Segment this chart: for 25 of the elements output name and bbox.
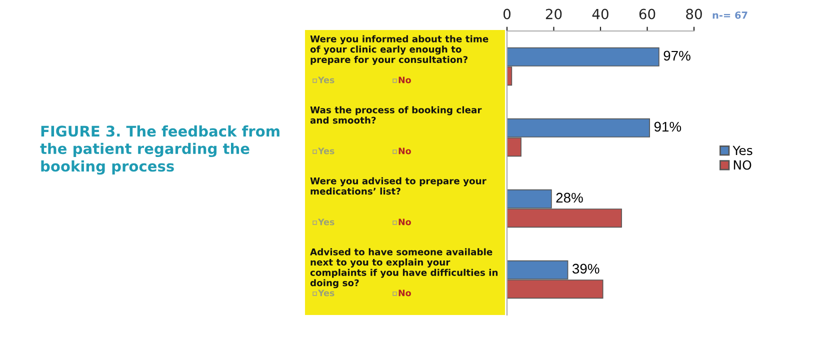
y-tick-label: Advised to have someone available next to you to explain your complaints if you have difficulties in doing so? (310, 248, 498, 288)
annotation: 39% (572, 264, 600, 274)
y-tick-label: Were you informed about the time of your clinic early enough to prepare for your consultation? (310, 35, 488, 65)
annotation: 28% (556, 192, 583, 203)
legend-label: NO (734, 160, 752, 170)
annotation: 91% (654, 122, 682, 132)
text: No (398, 76, 411, 84)
x-tick-label: 80 (686, 8, 702, 20)
annotation: 97% (664, 50, 690, 61)
x-tick-label: 0 (503, 8, 510, 20)
text: Yes (318, 290, 334, 296)
text: Yes (318, 76, 334, 84)
y-tick-label: Was the process of booking clear and smooth? (310, 106, 482, 124)
x-tick-label: 60 (639, 8, 656, 20)
y-tick-label: Were you advised to prepare your medications’ list? (310, 177, 486, 195)
text: Yes (318, 218, 334, 226)
text: No (398, 218, 411, 226)
text: n-= 67 (712, 11, 748, 19)
text: No (398, 148, 411, 154)
x-tick-label: 40 (592, 8, 608, 20)
text: FIGURE 3. The feedback from the patient regarding the booking process (40, 125, 280, 175)
text: No (398, 290, 411, 296)
x-tick-label: 20 (546, 8, 562, 20)
text: Yes (318, 148, 334, 154)
legend-label: Yes (732, 146, 752, 156)
